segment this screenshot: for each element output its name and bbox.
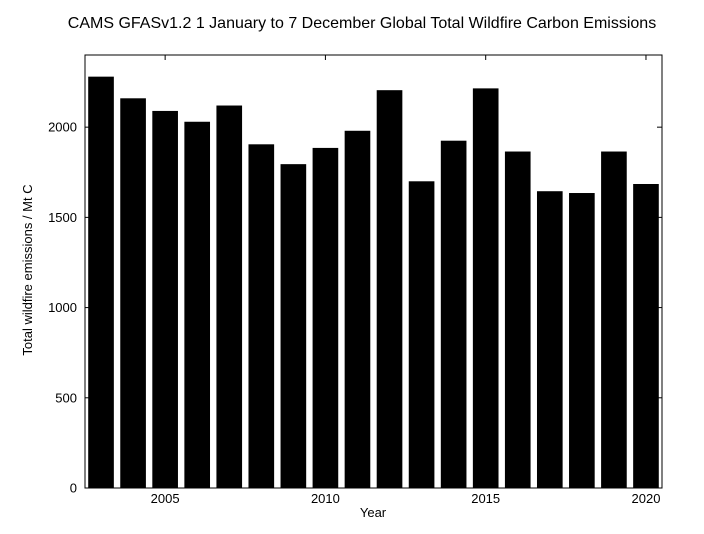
bar-2019 [601, 151, 627, 488]
y-axis-label: Total wildfire emissions / Mt C [20, 184, 35, 355]
x-tick-label: 2005 [151, 491, 180, 506]
bar-2003 [88, 76, 114, 489]
bar-2009 [280, 164, 307, 488]
x-tick-label: 2010 [311, 491, 340, 506]
bar-2018 [569, 193, 595, 489]
bar-2007 [216, 105, 243, 489]
y-tick-label: 500 [55, 390, 77, 405]
y-tick-label: 0 [70, 481, 77, 496]
bar-2004 [120, 98, 146, 489]
bar-2013 [408, 181, 435, 488]
y-tick-label: 1000 [48, 300, 77, 315]
bar-2020 [633, 183, 659, 488]
bar-2005 [152, 110, 178, 488]
y-tick-label: 1500 [48, 210, 77, 225]
bar-2011 [344, 130, 371, 488]
bar-2006 [184, 121, 211, 489]
x-axis-label: Year [360, 505, 387, 520]
bar-2016 [504, 151, 531, 488]
bar-2017 [536, 191, 563, 488]
x-tick-label: 2020 [632, 491, 661, 506]
bars [88, 76, 659, 489]
x-tick-label: 2015 [471, 491, 500, 506]
y-tick-label: 2000 [48, 120, 77, 135]
bar-2012 [376, 90, 403, 489]
bar-2014 [440, 140, 467, 488]
bar-2008 [248, 144, 275, 488]
plot-frame [84, 54, 663, 489]
chart-title: CAMS GFASv1.2 1 January to 7 December Gl… [68, 15, 656, 32]
bar-2015 [472, 88, 499, 489]
ticks: 0 500 1000 1500 2000 2005 2010 2015 2020 [48, 55, 662, 506]
bar-2010 [312, 147, 339, 488]
